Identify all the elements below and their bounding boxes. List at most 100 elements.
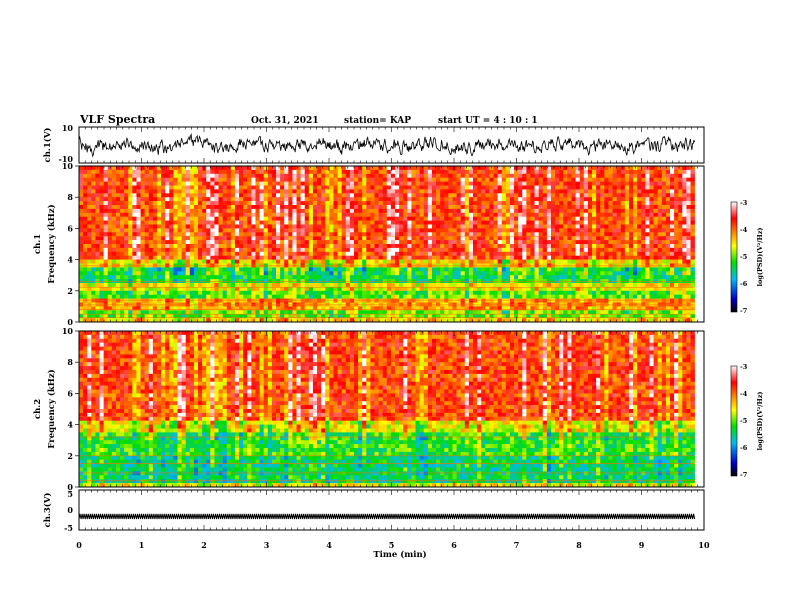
spectrogram-cell: [288, 185, 293, 190]
spectrogram-cell: [358, 208, 363, 214]
spectrogram-cell: [567, 220, 572, 225]
spectrogram-cell: [152, 244, 158, 249]
spectrogram-cell: [177, 236, 182, 241]
spectrogram-cell: [337, 244, 342, 249]
spectrogram-cell: [115, 283, 121, 288]
spectrogram-cell: [468, 259, 474, 264]
spectrogram-cell: [382, 212, 388, 217]
spectrogram-cell: [156, 193, 162, 198]
spectrogram-cell: [464, 236, 470, 241]
spectrogram-cell: [300, 216, 306, 221]
spectrogram-cell: [370, 275, 375, 280]
spectrogram-cell: [247, 166, 252, 171]
spectrogram-cell: [366, 286, 371, 292]
spectrogram-cell: [526, 177, 531, 182]
spectrogram-cell: [222, 232, 228, 237]
spectrogram-cell: [107, 224, 113, 229]
spectrogram-cell: [161, 166, 166, 171]
spectrogram-cell: [79, 189, 84, 194]
spectrogram-cell: [620, 283, 626, 288]
spectrogram-cell: [661, 255, 667, 260]
spectrogram-cell: [501, 286, 507, 292]
spectrogram-cell: [292, 232, 297, 237]
spectrogram-cell: [415, 169, 420, 175]
spectrogram-cell: [193, 205, 199, 210]
spectrogram-cell: [427, 275, 433, 280]
spectrogram-cell: [436, 236, 441, 241]
spectrogram-cell: [542, 166, 548, 171]
spectrogram-cell: [534, 283, 539, 288]
spectrogram-cell: [115, 205, 121, 210]
spectrogram-cell: [378, 166, 383, 171]
spectrogram-cell: [156, 224, 162, 229]
spectrogram-cell: [95, 240, 100, 245]
spectrogram-cell: [440, 177, 445, 182]
spectrogram-cell: [555, 255, 560, 260]
spectrogram-cell: [148, 271, 154, 276]
spectrogram-cell: [83, 255, 88, 260]
spectrogram-cell: [690, 208, 695, 214]
spectrogram-cell: [83, 173, 88, 178]
spectrogram-cell: [325, 212, 330, 217]
spectrogram-cell: [206, 255, 211, 260]
spectrogram-cell: [563, 224, 568, 229]
spectrogram-cell: [321, 244, 326, 249]
spectrogram-cell: [534, 166, 539, 171]
spectrogram-cell: [111, 244, 117, 249]
spectrogram-cell: [267, 286, 273, 292]
spectrogram-cell: [251, 205, 256, 210]
spectrogram-cell: [579, 205, 585, 210]
spectrogram-cell: [337, 259, 342, 264]
spectrogram-cell: [633, 224, 638, 229]
spectrogram-cell: [485, 166, 490, 171]
spectrogram-cell: [682, 197, 687, 202]
spectrogram-cell: [690, 169, 695, 175]
spectrogram-cell: [321, 251, 326, 256]
spectrogram-cell: [612, 173, 617, 178]
spectrogram-cell: [79, 236, 84, 241]
spectrogram-cell: [193, 224, 199, 229]
spectrogram-cell: [444, 283, 449, 288]
spectrogram-cell: [288, 173, 293, 178]
spectrogram-cell: [452, 251, 457, 256]
spectrogram-cell: [665, 220, 671, 225]
spectrogram-cell: [419, 193, 425, 198]
spectrogram-cell: [452, 173, 457, 178]
spectrogram-cell: [202, 236, 207, 241]
spectrogram-cell: [111, 212, 117, 217]
spectrogram-cell: [600, 251, 605, 256]
spectrogram-cell: [620, 185, 626, 190]
spectrogram-cell: [423, 259, 429, 264]
spectrogram-cell: [567, 173, 572, 178]
spectrogram-cell: [120, 244, 125, 249]
spectrogram-cell: [427, 201, 433, 206]
spectrogram-cell: [579, 193, 585, 198]
spectrogram-cell: [444, 251, 449, 256]
spectrogram-cell: [251, 232, 256, 237]
spectrogram-cell: [226, 255, 232, 260]
spectrogram-cell: [427, 212, 433, 217]
spectrogram-cell: [181, 169, 186, 175]
spectrogram-cell: [534, 244, 539, 249]
spectrogram-cell: [604, 267, 609, 272]
spectrogram-cell: [620, 169, 626, 175]
spectrogram-cell: [312, 255, 318, 260]
spectrogram-cell: [198, 185, 203, 190]
spectrogram-cell: [390, 205, 396, 210]
spectrogram-cell: [477, 201, 482, 206]
spectrogram-cell: [653, 169, 658, 175]
spectrogram-cell: [538, 177, 544, 182]
spectrogram-cell: [489, 259, 494, 264]
spectrogram-cell: [329, 205, 334, 210]
spectrogram-cell: [530, 177, 535, 182]
spectrogram-cell: [329, 286, 334, 292]
spectrogram-cell: [415, 212, 420, 217]
spectrogram-cell: [653, 251, 658, 256]
spectrogram-cell: [427, 220, 433, 225]
spectrogram-cell: [304, 275, 310, 280]
spectrogram-cell: [477, 251, 482, 256]
spectrogram-cell: [292, 267, 297, 272]
spectrogram-cell: [243, 259, 248, 264]
spectrogram-cell: [567, 216, 572, 221]
spectrogram-cell: [111, 166, 117, 171]
